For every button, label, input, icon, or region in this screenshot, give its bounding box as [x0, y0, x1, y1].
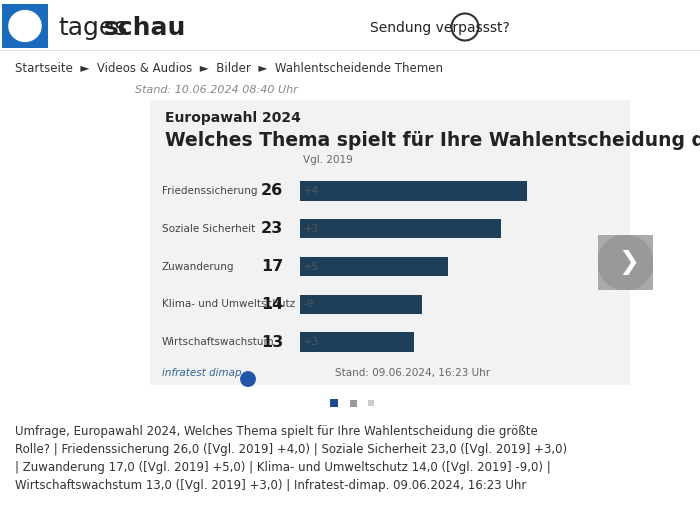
Text: Zuwanderung: Zuwanderung — [162, 262, 235, 272]
Circle shape — [598, 235, 653, 290]
Bar — [300, 294, 422, 314]
Text: ❯: ❯ — [617, 250, 638, 275]
Text: Stand: 09.06.2024, 16:23 Uhr: Stand: 09.06.2024, 16:23 Uhr — [335, 368, 490, 378]
Text: tages: tages — [58, 16, 127, 40]
Text: ▶: ▶ — [462, 22, 470, 32]
Text: Wirtschaftswachstum: Wirtschaftswachstum — [162, 337, 274, 347]
Text: Welches Thema spielt für Ihre Wahlentscheidung die größte Rolle?: Welches Thema spielt für Ihre Wahlentsch… — [165, 130, 700, 149]
Text: +3: +3 — [304, 224, 319, 234]
Text: Vgl. 2019: Vgl. 2019 — [303, 155, 353, 165]
Text: 13: 13 — [261, 335, 283, 350]
Bar — [300, 219, 501, 238]
Bar — [300, 332, 414, 352]
Text: 17: 17 — [261, 259, 283, 274]
Text: +4: +4 — [304, 186, 319, 196]
Text: Umfrage, Europawahl 2024, Welches Thema spielt für Ihre Wahlentscheidung die grö: Umfrage, Europawahl 2024, Welches Thema … — [15, 425, 567, 492]
Circle shape — [350, 399, 357, 407]
Circle shape — [368, 400, 374, 406]
Circle shape — [330, 399, 338, 407]
Text: 14: 14 — [261, 297, 283, 312]
Text: Startseite  ►  Videos & Audios  ►  Bilder  ►  Wahlentscheidende Themen: Startseite ► Videos & Audios ► Bilder ► … — [15, 62, 443, 75]
Text: -9: -9 — [304, 299, 314, 310]
Text: +5: +5 — [304, 262, 319, 272]
Text: Stand: 10.06.2024 08:40 Uhr: Stand: 10.06.2024 08:40 Uhr — [135, 85, 298, 95]
Circle shape — [452, 14, 479, 40]
Text: Sendung verpassst?: Sendung verpassst? — [370, 21, 510, 35]
Bar — [300, 257, 449, 276]
Text: infratest dimap: infratest dimap — [162, 368, 242, 378]
Text: 23: 23 — [261, 221, 283, 236]
Text: +3: +3 — [304, 337, 319, 347]
Circle shape — [9, 11, 41, 41]
Text: Friedenssicherung: Friedenssicherung — [162, 186, 258, 196]
Text: Soziale Sicherheit: Soziale Sicherheit — [162, 224, 256, 234]
Text: schau: schau — [104, 16, 186, 40]
Bar — [300, 181, 527, 200]
Text: 26: 26 — [261, 183, 283, 198]
Circle shape — [241, 372, 256, 386]
Text: Europawahl 2024: Europawahl 2024 — [165, 111, 301, 125]
Text: Klima- und Umweltschutz: Klima- und Umweltschutz — [162, 299, 295, 310]
